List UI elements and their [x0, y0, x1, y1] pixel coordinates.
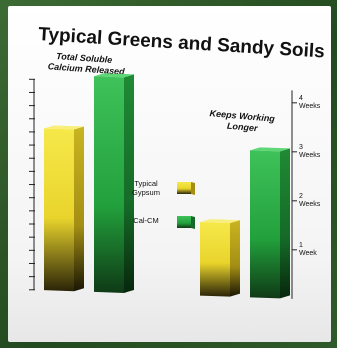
- bar-gypsum-group2-top: [200, 219, 240, 224]
- bar-calcm-group1-top: [94, 73, 134, 78]
- legend-swatch-gypsum-side: [191, 182, 195, 195]
- bars-group: [44, 73, 290, 299]
- legend-swatch-calcm-side: [191, 216, 195, 229]
- bar-gypsum-group2-front: [200, 222, 230, 297]
- right-axis-tick-label: 1: [299, 242, 303, 249]
- right-axis-tick-label: 2: [299, 193, 303, 200]
- bar-calcm-group2-side: [280, 148, 290, 299]
- bar-calcm-group1-side: [124, 74, 134, 293]
- bar-calcm-group2-front: [250, 150, 280, 299]
- legend-label-calcm: Cal-CM: [133, 216, 158, 225]
- legend-label-gypsum-line1: Typical: [134, 179, 158, 188]
- right-axis-tick-label: Week: [299, 250, 317, 257]
- right-axis-tick-label: 3: [299, 144, 303, 151]
- legend-swatch-gypsum: [177, 182, 191, 194]
- legend-label-gypsum-line2: Gypsum: [132, 188, 160, 197]
- bar-gypsum-group2-side: [230, 220, 240, 297]
- annotation-working-line2: Longer: [227, 121, 259, 134]
- left-axis: [29, 78, 35, 291]
- bar-calcm-group2-top: [250, 147, 290, 152]
- bar-gypsum-group1-side: [74, 126, 84, 292]
- legend-swatch-calcm: [177, 216, 191, 228]
- right-axis-tick-label: Weeks: [299, 103, 321, 110]
- right-axis-tick-label: Weeks: [299, 152, 321, 159]
- right-axis-tick-label: 4: [299, 95, 303, 102]
- bar-gypsum-group1-top: [44, 125, 84, 130]
- right-axis-tick-label: Weeks: [299, 201, 321, 208]
- legend: Typical Gypsum Cal-CM: [132, 179, 195, 229]
- annotation-calcium-line1: Total Soluble: [56, 51, 113, 65]
- bar-calcm-group1-front: [94, 76, 124, 293]
- bar-gypsum-group1-front: [44, 128, 74, 292]
